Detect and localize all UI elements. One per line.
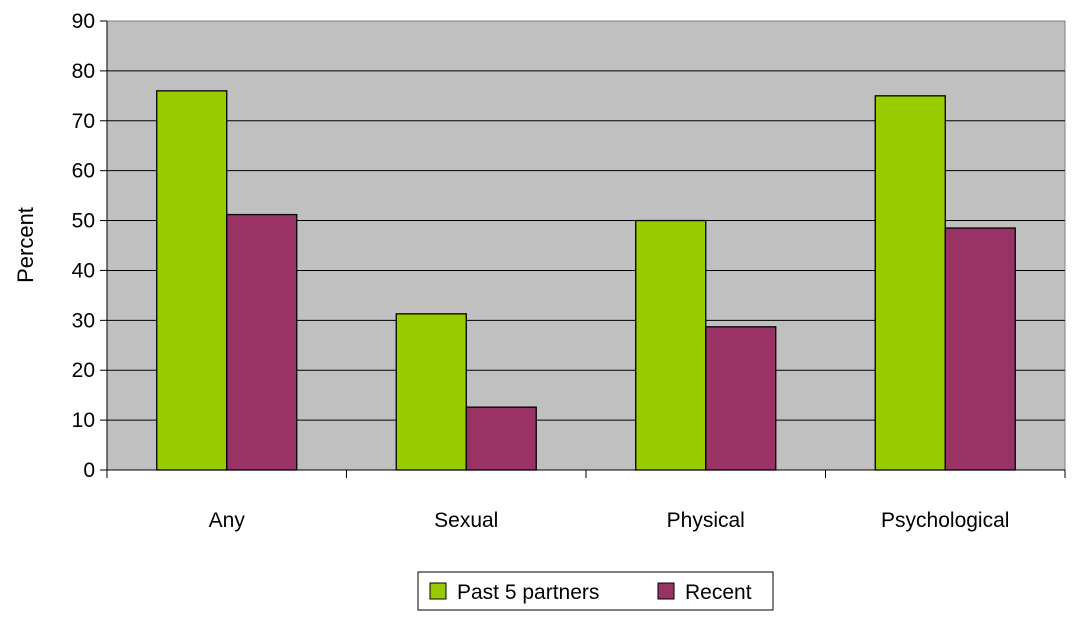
y-tick-label: 10 (72, 409, 95, 432)
y-tick-label: 80 (72, 60, 95, 83)
x-category-label: Any (209, 509, 246, 532)
x-category-label: Psychological (881, 509, 1009, 532)
x-category-label: Sexual (434, 509, 498, 532)
bar-recent-physical (705, 326, 777, 471)
y-tick-label: 30 (72, 309, 95, 332)
legend-box (417, 571, 774, 611)
y-axis-label: Percent (13, 207, 38, 283)
y-tick-label: 50 (72, 210, 95, 233)
y-tick-label: 90 (72, 10, 95, 33)
legend-swatch-past-5-partners (429, 582, 447, 600)
bars (156, 90, 1016, 471)
axes: 0 10 20 30 40 50 60 70 80 90 Any Sexual Physical Psyc… (72, 10, 1066, 532)
bar-past-5-partners-any (156, 90, 228, 471)
y-tick-label: 0 (83, 459, 95, 482)
bar-recent-any (226, 213, 298, 471)
legend-label: Past 5 partners (457, 581, 599, 604)
y-tick-label: 20 (72, 359, 95, 382)
y-tick-label: 60 (72, 160, 95, 183)
bar-recent-psychological (944, 227, 1016, 471)
legend: Past 5 partners Recent (417, 571, 774, 611)
bar-past-5-partners-physical (635, 219, 707, 471)
bar-past-5-partners-sexual (395, 313, 467, 471)
legend-label: Recent (685, 581, 752, 604)
legend-swatch-recent (657, 582, 675, 600)
bar-past-5-partners-psychological (874, 95, 946, 471)
bar-recent-sexual (465, 406, 537, 471)
x-category-label: Physical (667, 509, 745, 532)
y-tick-label: 70 (72, 110, 95, 133)
y-tick-label: 40 (72, 259, 95, 282)
